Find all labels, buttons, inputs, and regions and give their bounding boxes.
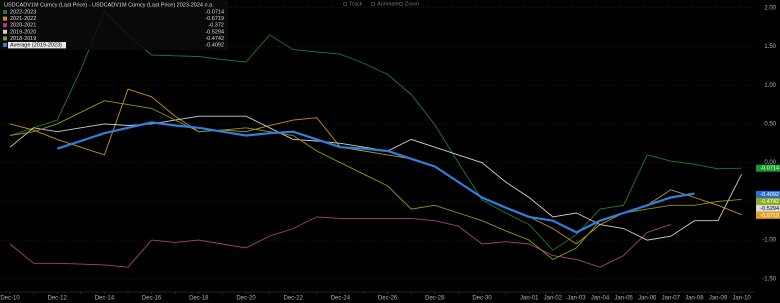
legend-value: -0.372 bbox=[208, 23, 224, 29]
value-badge-label: -0.0714 bbox=[760, 166, 779, 172]
legend-swatch bbox=[3, 10, 7, 14]
x-tick-label: Jan-05 bbox=[614, 296, 633, 302]
x-tick-label: Jan-03 bbox=[567, 296, 586, 302]
x-tick-label: Dec-12 bbox=[48, 296, 68, 302]
legend-value: -0.4092 bbox=[205, 42, 224, 48]
x-tick-label: Dec-28 bbox=[425, 296, 445, 302]
legend-value: -0.0714 bbox=[205, 9, 224, 15]
legend-value: -0.4742 bbox=[205, 36, 224, 42]
plot: 2.001.501.000.500.00-0.50-1.00-1.50Dec-1… bbox=[0, 5, 780, 302]
y-tick-label: 0.50 bbox=[764, 122, 776, 128]
legend-swatch bbox=[3, 43, 7, 47]
x-tick-label: Dec-14 bbox=[95, 296, 115, 302]
value-badge-label: -0.5294 bbox=[760, 206, 779, 212]
series-line bbox=[9, 216, 671, 268]
x-tick-label: Jan-08 bbox=[685, 296, 704, 302]
legend-label: 2019-2020 bbox=[10, 29, 36, 35]
toolbar: Track Annotate Zoom bbox=[342, 1, 419, 7]
x-tick-label: Dec-26 bbox=[378, 296, 398, 302]
x-tick-label: Jan-09 bbox=[709, 296, 728, 302]
value-badge bbox=[756, 204, 780, 212]
value-badge-label: -0.4742 bbox=[760, 199, 779, 205]
legend-label: 2022-2023 bbox=[10, 9, 36, 15]
y-tick-label: 1.50 bbox=[764, 44, 776, 50]
series-line bbox=[56, 121, 695, 234]
value-badge-label: -0.6719 bbox=[760, 213, 779, 219]
legend-label: 2021-2022 bbox=[10, 16, 36, 22]
x-tick-label: Jan-07 bbox=[662, 296, 681, 302]
x-tick-label: Jan-01 bbox=[520, 296, 539, 302]
legend-label: 2018-2019 bbox=[10, 36, 36, 42]
x-tick-label: Dec-18 bbox=[189, 296, 209, 302]
x-tick-label: Dec-20 bbox=[236, 296, 256, 302]
legend: USDCADV1M Curncy (Last Price) - USDCADV1… bbox=[0, 0, 228, 50]
legend-swatch bbox=[3, 36, 7, 41]
x-tick-label: Jan-04 bbox=[591, 296, 610, 302]
value-badge-label: -0.4092 bbox=[760, 192, 779, 198]
toolbar-button[interactable]: Track bbox=[349, 1, 363, 7]
x-tick-label: Dec-10 bbox=[0, 296, 20, 302]
y-tick-label: -1.50 bbox=[762, 276, 776, 282]
value-badge bbox=[756, 211, 780, 219]
toolbar-icon[interactable] bbox=[342, 1, 348, 7]
value-badge bbox=[756, 164, 780, 172]
legend-value: -0.5294 bbox=[205, 29, 224, 35]
x-tick-label: Jan-02 bbox=[544, 296, 563, 302]
legend-swatch bbox=[3, 29, 7, 34]
legend-value: -0.6719 bbox=[205, 16, 224, 22]
legend-swatch bbox=[3, 16, 7, 21]
value-badge bbox=[756, 190, 780, 198]
y-tick-label: 0.00 bbox=[764, 160, 776, 166]
toolbar-icon[interactable] bbox=[398, 1, 404, 7]
x-tick-label: Dec-30 bbox=[472, 296, 492, 302]
value-badge bbox=[756, 197, 780, 205]
legend-swatch bbox=[3, 23, 7, 28]
y-tick-label: 2.00 bbox=[764, 5, 776, 11]
legend-box bbox=[0, 0, 228, 50]
toolbar-icon[interactable] bbox=[370, 1, 376, 7]
x-tick-label: Dec-24 bbox=[331, 296, 351, 302]
legend-label: 2020-2021 bbox=[10, 23, 36, 29]
legend-title: USDCADV1M Curncy (Last Price) - USDCADV1… bbox=[4, 2, 214, 8]
y-tick-label: 1.00 bbox=[764, 83, 776, 89]
x-tick-label: Dec-16 bbox=[142, 296, 162, 302]
x-tick-label: Dec-22 bbox=[284, 296, 304, 302]
toolbar-button[interactable]: Zoom bbox=[405, 1, 419, 7]
y-tick-label: -1.00 bbox=[762, 238, 776, 244]
toolbar-button[interactable]: Annotate bbox=[377, 1, 399, 7]
legend-label: Average (2019-2023) bbox=[10, 42, 62, 48]
x-tick-label: Jan-10 bbox=[732, 296, 751, 302]
legend-highlight bbox=[8, 42, 66, 49]
x-tick-label: Jan-06 bbox=[638, 296, 657, 302]
